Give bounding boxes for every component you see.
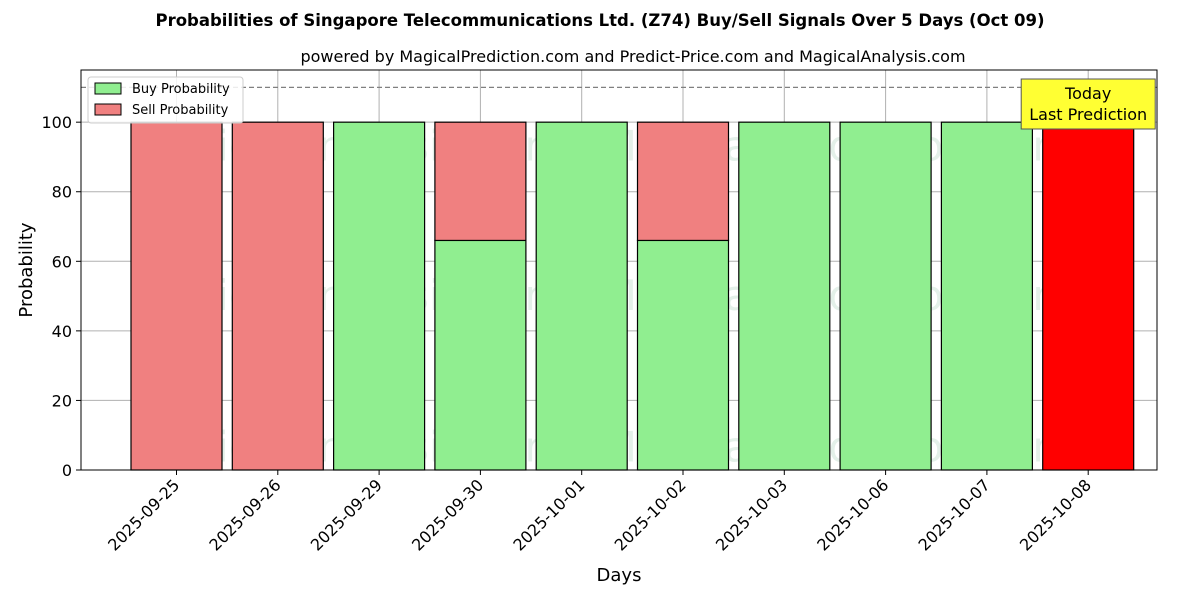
x-tick-label: 2025-10-06 xyxy=(813,475,892,554)
x-tick-label: 2025-10-07 xyxy=(915,475,994,554)
x-tick-label: 2025-09-30 xyxy=(408,475,487,554)
y-tick-label: 60 xyxy=(52,252,72,271)
legend-label: Buy Probability xyxy=(132,82,230,97)
y-tick-label: 40 xyxy=(52,322,72,341)
x-tick-label: 2025-09-25 xyxy=(104,475,183,554)
sell-bar xyxy=(231,121,324,471)
chart-title: Probabilities of Singapore Telecommunica… xyxy=(155,11,1044,30)
sell-bar xyxy=(1042,121,1135,471)
legend-box xyxy=(87,76,244,124)
buy-bar xyxy=(738,121,831,471)
today-annotation-box xyxy=(1020,78,1156,130)
buy-bar xyxy=(839,121,932,471)
buy-bar xyxy=(940,121,1034,471)
y-tick-label: 0 xyxy=(62,461,72,480)
plot-frame xyxy=(80,69,1158,471)
buy-bar xyxy=(434,239,527,471)
x-tick-label: 2025-10-01 xyxy=(509,475,588,554)
y-tick-label: 80 xyxy=(52,183,72,202)
sell-bar xyxy=(636,121,730,242)
buy-bar xyxy=(636,239,730,471)
plot-area: MagicalAnalysis.comMagicalPrediction.com… xyxy=(16,69,1158,586)
sell-bar xyxy=(434,121,527,242)
x-tick-label: 2025-10-02 xyxy=(611,475,690,554)
sell-bar xyxy=(130,121,223,471)
x-tick-label: 2025-09-26 xyxy=(205,475,284,554)
x-tick-label: 2025-10-03 xyxy=(712,475,791,554)
y-tick-label: 20 xyxy=(52,391,72,410)
annotation-line-2: Last Prediction xyxy=(1029,105,1147,124)
y-tick-label: 100 xyxy=(41,113,72,132)
buy-bar xyxy=(333,121,426,471)
buy-bar xyxy=(535,121,628,471)
chart-subtitle: powered by MagicalPrediction.com and Pre… xyxy=(300,47,965,66)
annotation-line-1: Today xyxy=(1064,84,1111,103)
legend-swatch xyxy=(94,82,122,95)
legend-label: Sell Probability xyxy=(132,103,229,118)
legend-swatch xyxy=(94,103,122,116)
x-axis-label: Days xyxy=(597,565,642,586)
y-axis-label: Probability xyxy=(16,222,37,317)
x-tick-label: 2025-09-29 xyxy=(307,475,386,554)
x-tick-label: 2025-10-08 xyxy=(1016,475,1095,554)
